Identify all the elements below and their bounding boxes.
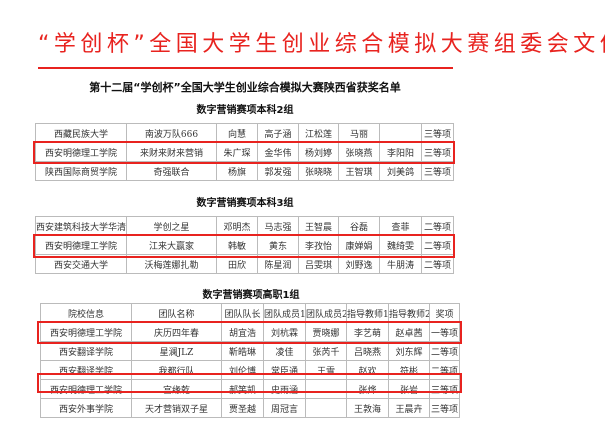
section-title: 数字营销赛项本科2组: [196, 105, 294, 116]
table-cell: 王敦海: [346, 398, 389, 418]
column-header: 团队成员1: [263, 303, 306, 323]
section-title: 数字营销赛项本科3组: [196, 198, 294, 209]
highlight-box: [33, 234, 455, 258]
table-row: 西藏民族大学 南波万队666 向慧 高子涵 江松莲 马丽 三等项: [35, 123, 454, 143]
table-cell: 西藏民族大学: [35, 123, 127, 143]
table-cell: 西安外事学院: [40, 398, 132, 418]
table-row: 西安交通大学 沃梅莲娜扎勒 田欣 陈星润 吕雯琪 刘野逸 牛朋涛 二等项: [35, 254, 454, 274]
table-cell: 西安交通大学: [35, 254, 127, 274]
table-cell: 杨旗: [216, 161, 258, 181]
header-divider: [38, 67, 453, 69]
document-subtitle: 第十二届“学创杯”全国大学生创业综合模拟大赛陕西省获奖名单: [89, 81, 401, 94]
highlight-box: [37, 321, 462, 344]
table-cell: 靳皓琳: [221, 341, 264, 361]
table-cell: 二等项: [421, 254, 454, 274]
table-cell: 马丽: [338, 123, 380, 143]
table-cell: 刘东辉: [388, 341, 430, 361]
results-table: 西藏民族大学 南波万队666 向慧 高子涵 江松莲 马丽 三等项 西安明德理工学院 来财来财来营…: [35, 123, 454, 181]
table-cell: 沃梅莲娜扎勒: [126, 254, 217, 274]
table-cell: 马志强: [257, 216, 299, 236]
table-cell: 张晓晓: [298, 161, 339, 181]
table-cell: 奇强联合: [126, 161, 217, 181]
table-row: 西安翻译学院 我都行队 刘伦博 常臣通 王雪 赵欢 符彬 二等项: [40, 360, 460, 380]
table-cell: 刘野逸: [338, 254, 380, 274]
table-cell: 贾圣越: [221, 398, 264, 418]
results-table: 西安建筑科技大学华清学院学创之星邓明杰马志强王智晨谷磊查菲二等项西安明德理工学院…: [35, 216, 454, 274]
column-header: 团队队长: [221, 303, 264, 323]
column-header: 团队成员2: [305, 303, 347, 323]
table-cell: 谷磊: [338, 216, 380, 236]
table-cell: 西安翻译学院: [40, 341, 132, 361]
table-cell: 查菲: [379, 216, 422, 236]
table-cell: 三等项: [429, 398, 460, 418]
table-cell: 二等项: [429, 341, 460, 361]
column-header: 团队名称: [131, 303, 222, 323]
table-row: 西安外事学院 天才营销双子星 贾圣越 周冠言 王敦海 王晨卉 三等项: [40, 398, 460, 418]
table-cell: 三等项: [421, 161, 454, 181]
table-cell: 王智晨: [298, 216, 339, 236]
table-row: 西安明德理工学院 庆历四年春 胡宜浩 刘杭霖 贾晓娜 李艺萌 赵卓茜 一等项: [40, 322, 460, 342]
table-row: 西安明德理工学院 江来大赢家 韩敏 黄东 李孜怡 康婵娟 魏绮雯 二等项: [35, 235, 454, 255]
table-cell: 南波万队666: [126, 123, 217, 143]
table-cell: 周冠言: [263, 398, 306, 418]
table-cell: 高子涵: [257, 123, 299, 143]
highlight-box: [33, 141, 455, 164]
table-cell: 陕西国际商贸学院: [35, 161, 127, 181]
table-cell: 学创之星: [126, 216, 217, 236]
column-header: 奖项: [429, 303, 460, 323]
table-header-row: 院校信息 团队名称 团队队长 团队成员1 团队成员2 指导教师1 指导教师2 奖项: [40, 303, 460, 323]
table-row: 陕西国际商贸学院 奇强联合 杨旗 郭发强 张晓晓 王智琪 刘美鸽 三等项: [35, 161, 454, 181]
table-row: 西安翻译学院 星澜JLZ 靳皓琳 凌佳 张芮千 吕晓燕 刘东辉 二等项: [40, 341, 460, 361]
column-header: 院校信息: [40, 303, 132, 323]
section-title: 数字营销赛项高职1组: [202, 290, 300, 301]
highlight-box: [37, 373, 462, 393]
table-cell: 王智琪: [338, 161, 380, 181]
table-cell: 刘美鸽: [379, 161, 422, 181]
table-cell: 吕晓燕: [346, 341, 389, 361]
table-cell: 郭发强: [257, 161, 299, 181]
column-header: 指导教师2: [388, 303, 430, 323]
table-cell: 邓明杰: [216, 216, 258, 236]
results-table: 院校信息 团队名称 团队队长 团队成员1 团队成员2 指导教师1 指导教师2 奖项 西安明德理工…: [40, 303, 460, 418]
table-cell: 凌佳: [263, 341, 306, 361]
document-header-title: “学创杯”全国大学生创业综合模拟大赛组委会文件: [38, 32, 605, 57]
table-cell: 张芮千: [305, 341, 347, 361]
table-cell: 天才营销双子星: [131, 398, 222, 418]
table-cell: 二等项: [421, 216, 454, 236]
table-cell: 向慧: [216, 123, 258, 143]
table-cell: 江松莲: [298, 123, 339, 143]
table-cell: [305, 398, 347, 418]
table-cell: 西安建筑科技大学华清学院: [35, 216, 127, 236]
column-header: 指导教师1: [346, 303, 389, 323]
table-cell: [379, 123, 422, 143]
table-cell: 三等项: [421, 123, 454, 143]
table-cell: 王晨卉: [388, 398, 430, 418]
table-row: 西安明德理工学院 宫缘乾 郝笑凯 史雨涵 张烨 张岩 三等项: [40, 379, 460, 399]
table-row: 西安建筑科技大学华清学院学创之星邓明杰马志强王智晨谷磊查菲二等项: [35, 216, 454, 236]
table-cell: 星澜JLZ: [131, 341, 222, 361]
